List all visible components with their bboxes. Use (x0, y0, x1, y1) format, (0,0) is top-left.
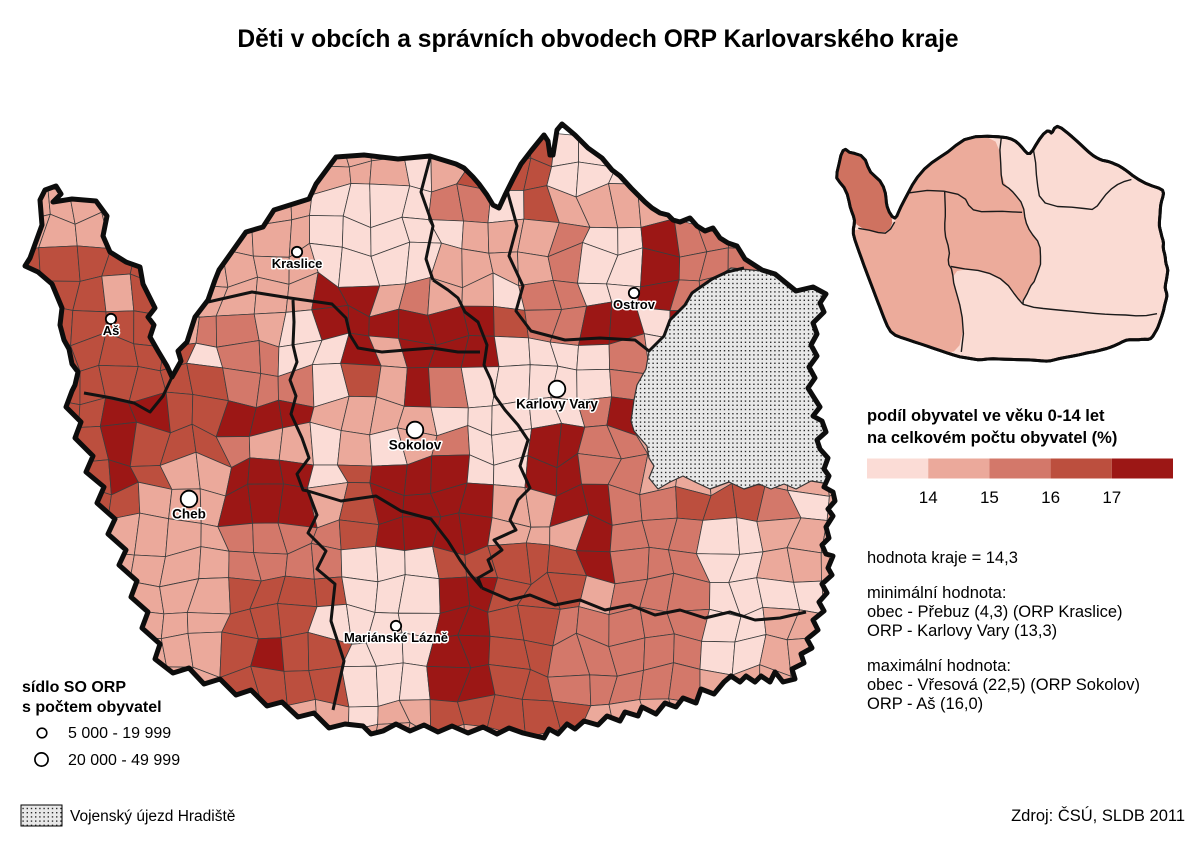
svg-text:ORP - Aš (16,0): ORP - Aš (16,0) (867, 695, 983, 713)
svg-text:hodnota kraje = 14,3: hodnota kraje = 14,3 (867, 549, 1018, 567)
svg-text:sídlo SO ORP: sídlo SO ORP (22, 679, 126, 696)
svg-text:na celkovém počtu obyvatel (%): na celkovém počtu obyvatel (%) (867, 429, 1117, 447)
svg-text:Kraslice: Kraslice (272, 256, 323, 271)
svg-text:Zdroj: ČSÚ, SLDB 2011: Zdroj: ČSÚ, SLDB 2011 (1011, 806, 1185, 825)
svg-text:Sokolov: Sokolov (389, 437, 442, 452)
svg-text:s počtem obyvatel: s počtem obyvatel (22, 699, 162, 716)
svg-text:Vojenský újezd Hradiště: Vojenský újezd Hradiště (70, 808, 235, 825)
svg-text:Aš: Aš (103, 323, 120, 338)
svg-text:Ostrov: Ostrov (613, 297, 656, 312)
svg-text:5 000 - 19 999: 5 000 - 19 999 (68, 725, 171, 742)
svg-text:podíl obyvatel ve věku 0-14 le: podíl obyvatel ve věku 0-14 let (867, 407, 1105, 425)
svg-text:Děti v obcích a správních obvo: Děti v obcích a správních obvodech ORP K… (237, 26, 958, 53)
svg-text:Mariánské Lázně: Mariánské Lázně (344, 630, 448, 645)
svg-text:15: 15 (980, 488, 999, 507)
svg-text:maximální hodnota:: maximální hodnota: (867, 657, 1011, 675)
svg-text:obec - Přebuz (4,3) (ORP Krasl: obec - Přebuz (4,3) (ORP Kraslice) (867, 603, 1123, 621)
svg-text:Cheb: Cheb (172, 506, 206, 521)
svg-text:minimální hodnota:: minimální hodnota: (867, 584, 1006, 602)
svg-text:17: 17 (1102, 488, 1121, 507)
svg-text:ORP - Karlovy Vary (13,3): ORP - Karlovy Vary (13,3) (867, 622, 1057, 640)
svg-text:16: 16 (1041, 488, 1060, 507)
svg-text:14: 14 (919, 488, 938, 507)
svg-text:20 000 - 49 999: 20 000 - 49 999 (68, 752, 180, 769)
svg-text:obec - Vřesová (22,5) (ORP Sok: obec - Vřesová (22,5) (ORP Sokolov) (867, 676, 1140, 694)
svg-text:Karlovy Vary: Karlovy Vary (516, 396, 598, 411)
